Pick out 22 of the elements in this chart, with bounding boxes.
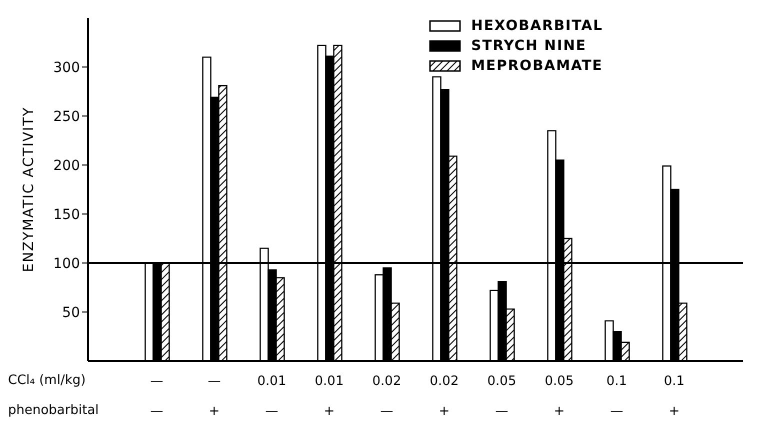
y-tick-label: 150 [53,206,80,223]
x-tick-label: 0.1 — [606,374,628,419]
legend-label: HEXOBARBITAL [471,17,603,36]
y-tick-label: 300 [53,60,80,76]
x-tick-label: 0.01 — [257,374,286,419]
legend-label: STRYCH NINE [471,37,586,56]
x-tick-label: — + [208,374,221,419]
y-tick-label: 50 [62,304,80,321]
text: CCl₄ (ml/kg) [8,373,86,388]
text: phenobarbital [8,403,99,418]
y-tick-label: 100 [53,256,80,272]
y-axis-title: ENZYMATIC ACTIVITY [20,106,37,272]
x-tick-label: 0.05 — [487,374,516,419]
x-tick-label: 0.05 + [544,374,574,419]
legend-label: MEPROBAMATE [471,57,603,76]
x-tick-label: 0.01 + [314,374,344,419]
y-tick-label: 250 [53,108,80,125]
x-tick-label: — — [150,374,164,419]
y-tick-label: 200 [53,158,80,174]
x-tick-label: 0.02 — [372,374,402,419]
x-tick-label: 0.1 + [664,374,685,419]
x-tick-label: 0.02 + [430,374,459,419]
